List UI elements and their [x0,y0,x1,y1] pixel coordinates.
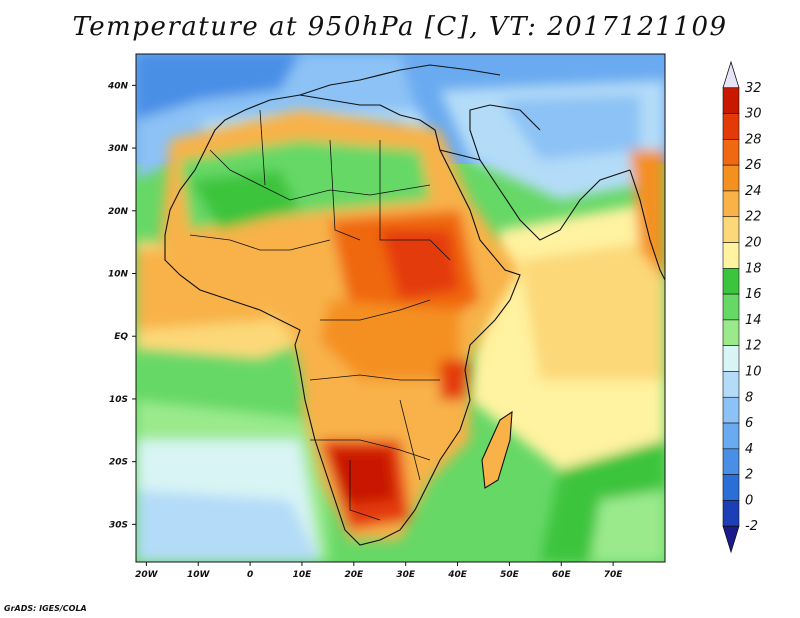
lon-tick-label: 0 [247,570,253,580]
colorbar-swatch [722,139,740,166]
colorbar-label: 18 [745,261,762,276]
colorbar-label: 20 [745,236,762,251]
colorbar-label: 14 [745,313,762,328]
colorbar-swatch [722,396,740,424]
colorbar-swatch [722,190,740,218]
lon-tick-label: 30E [396,570,416,580]
lat-tick-label: 20S [109,458,128,468]
colorbar-swatch [722,293,740,321]
colorbar-swatch [722,448,740,475]
lon-tick-label: 50E [500,570,520,580]
lon-tick-label: 40E [447,570,468,580]
colorbar-swatch [722,113,740,140]
colorbar-swatch [722,268,740,295]
lat-tick-label: 10N [108,270,129,280]
lon-tick-label: 10E [293,570,313,580]
colorbar-swatch [722,87,740,114]
colorbar-label: -2 [745,519,758,534]
colorbar-swatch [722,319,740,346]
colorbar-swatch [722,164,740,192]
colorbar-swatch [722,345,740,372]
lon-tick-label: 20W [135,570,159,580]
map-title: Temperature at 950hPa [C], VT: 201712110… [72,12,728,42]
lat-tick-label: 30S [109,520,128,530]
lat-tick-label: 30N [108,144,129,154]
colorbar-swatch [722,422,740,450]
colorbar-label: 8 [745,390,753,405]
colorbar-label: 22 [745,210,762,225]
colorbar-label: 24 [745,184,762,199]
colorbar-swatch [722,242,740,269]
lon-tick-label: 20E [344,570,364,580]
colorbar-swatch [722,371,740,398]
lat-tick-label: 20N [108,207,129,217]
credit-label: GrADS: IGES/COLA [4,604,87,613]
colorbar-label: 28 [745,132,762,147]
lat-tick-label: 10S [109,395,128,405]
axis-ticks: 20W 10W 0 10E 20E 30E 40E 50E 60E 70E 40N 30N 20N 10N… [107,81,623,580]
colorbar-swatch [722,216,740,243]
temperature-field [136,54,665,562]
colorbar-swatch [722,500,740,527]
lat-tick-label: EQ [114,332,128,342]
lat-tick-label: 40N [107,81,129,91]
colorbar-label: 32 [745,81,762,96]
colorbar-top-arrow [722,60,740,89]
colorbar-bottom-arrow [722,525,740,554]
lon-tick-label: 10W [187,570,211,580]
lon-tick-label: 70E [604,570,624,580]
colorbar-label: 16 [745,287,762,302]
colorbar-label: 4 [745,442,753,457]
colorbar-label: 2 [745,468,753,483]
colorbar-label: 0 [745,493,753,508]
colorbar-label: 26 [745,158,762,173]
colorbar-swatch [722,474,740,501]
colorbar-label: 12 [745,339,762,354]
map-frame [135,53,666,563]
colorbar-label: 10 [745,364,762,379]
colorbar-label: 30 [745,107,762,122]
lon-tick-label: 60E [552,570,572,580]
colorbar-label: 6 [745,416,753,431]
